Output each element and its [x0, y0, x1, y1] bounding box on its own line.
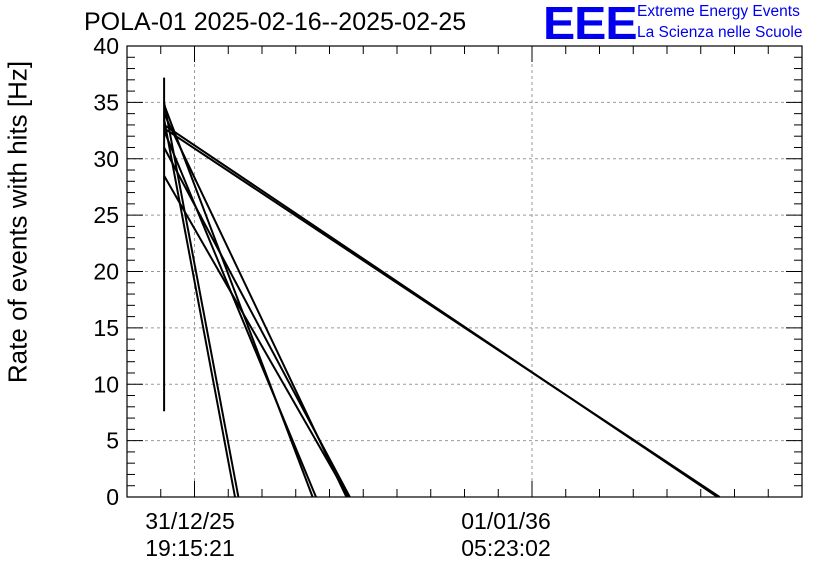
series-line-8 [163, 175, 350, 498]
y-tick-label: 35 [93, 89, 119, 115]
y-tick-label: 15 [93, 315, 119, 341]
y-axis-label: Rate of events with hits [Hz] [2, 60, 33, 384]
series-line-7 [163, 147, 351, 498]
x-tick-date-2: 01/01/36 [461, 508, 551, 534]
y-tick-label: 25 [93, 202, 119, 228]
series-line-3 [163, 119, 236, 498]
chart-title: POLA-01 2025-02-16--2025-02-25 [84, 8, 467, 36]
x-tick-date-1: 31/12/25 [145, 508, 235, 534]
series-line-5 [163, 130, 317, 498]
y-tick-label: 10 [93, 371, 119, 397]
series-line-2 [163, 102, 240, 498]
eee-logo: EEE [543, 0, 638, 49]
y-tick-label: 20 [93, 259, 119, 285]
series-line-10 [163, 127, 721, 498]
y-tick-label: 40 [93, 33, 119, 59]
brand-line-1: Extreme Energy Events [637, 3, 800, 20]
series-line-4 [163, 104, 314, 498]
x-tick-time-1: 19:15:21 [145, 535, 235, 561]
x-tick-time-2: 05:23:02 [461, 535, 551, 561]
y-tick-label: 30 [93, 146, 119, 172]
x-tick-label-2: 01/01/36 05:23:02 [461, 508, 551, 562]
brand-line-2: La Scienza nelle Scuole [637, 24, 803, 41]
y-tick-label: 0 [106, 484, 119, 510]
x-tick-label-1: 31/12/25 19:15:21 [145, 508, 235, 562]
y-tick-label: 5 [106, 428, 119, 454]
